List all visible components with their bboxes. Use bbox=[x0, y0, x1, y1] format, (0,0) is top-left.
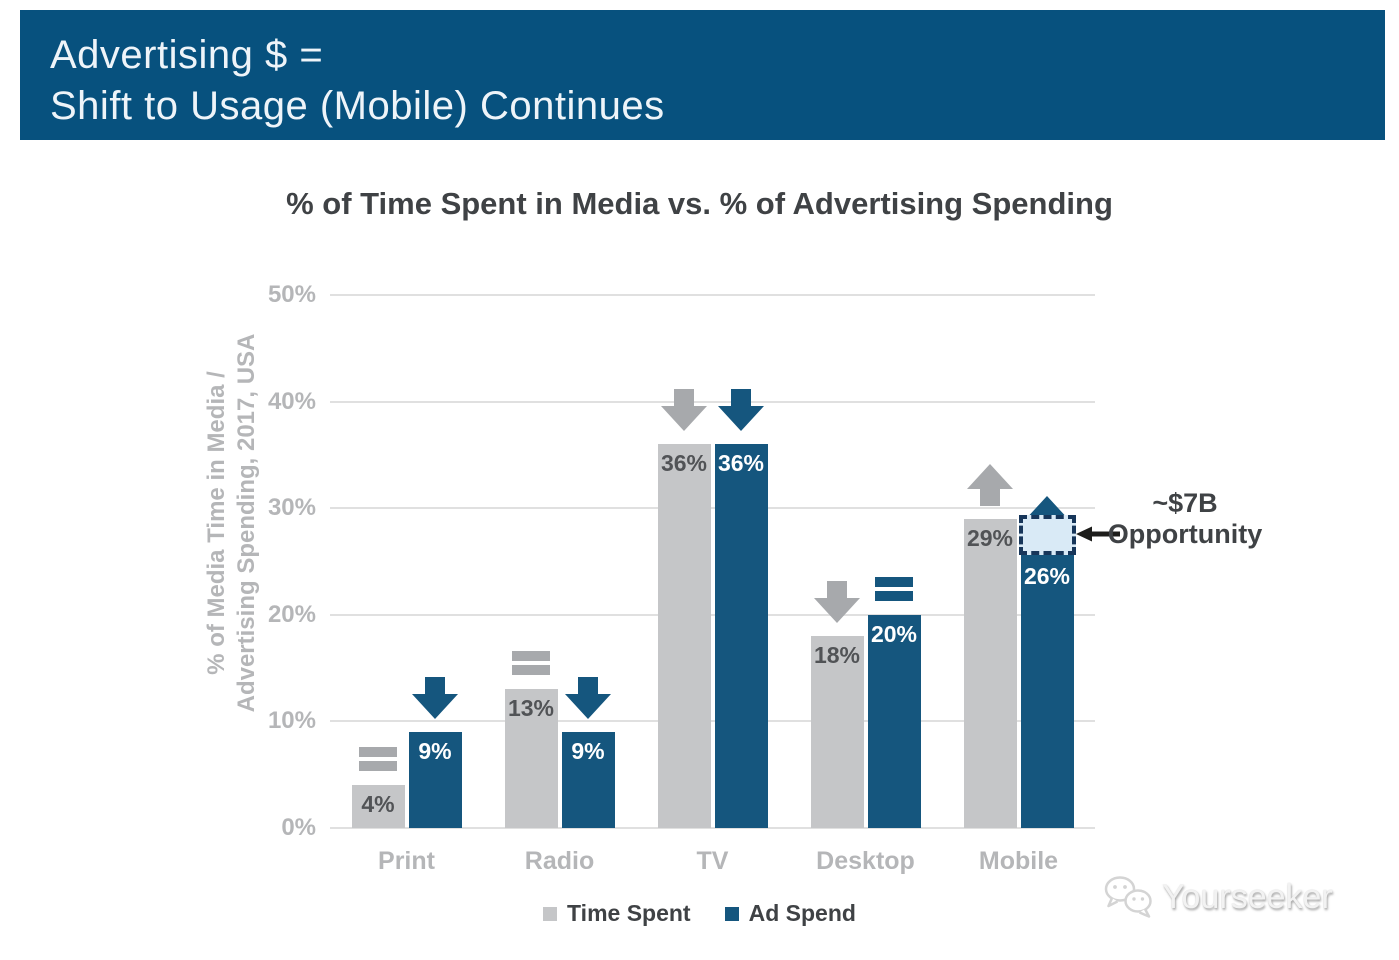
bar-value-label: 18% bbox=[813, 642, 861, 669]
gridline bbox=[330, 720, 1095, 723]
annotation-group: ~$7B Opportunity bbox=[1074, 488, 1294, 598]
plot-area: ~$7B Opportunity 0% 10% 20% 30% 40% 50% 4% 9% Pr… bbox=[268, 281, 1262, 875]
trend-down-icon bbox=[661, 389, 707, 436]
y-tick-label: 0% bbox=[281, 814, 316, 841]
legend-item-time-spent: Time Spent bbox=[543, 900, 691, 927]
trend-down-icon bbox=[412, 677, 458, 724]
bar-radio-time-spent: 13% bbox=[504, 689, 558, 828]
y-tick-label: 50% bbox=[267, 281, 316, 308]
gridline bbox=[330, 827, 1095, 829]
bar-print-ad-spend: 9% bbox=[408, 732, 462, 828]
bar-tv-time-spent: 36% bbox=[657, 444, 711, 828]
watermark: Yourseeker bbox=[1102, 874, 1333, 920]
annotation-line1: ~$7B bbox=[1152, 488, 1218, 518]
x-category-label: Radio bbox=[524, 847, 595, 875]
trend-flat-icon bbox=[871, 576, 917, 607]
trend-down-icon bbox=[718, 389, 764, 436]
bar-value-label: 9% bbox=[418, 738, 452, 765]
gridline bbox=[330, 400, 1095, 403]
x-category-label: Desktop bbox=[816, 847, 915, 875]
chart-title: % of Time Spent in Media vs. % of Advert… bbox=[286, 186, 1113, 221]
trend-down-icon bbox=[565, 677, 611, 724]
legend-swatch-ad-spend-icon bbox=[724, 906, 739, 921]
legend-label-ad-spend: Ad Spend bbox=[748, 900, 856, 926]
bar-mobile-time-spent: 29% bbox=[963, 518, 1017, 828]
header-title-line1: Advertising $ = bbox=[50, 33, 324, 77]
x-category-label: Print bbox=[378, 847, 435, 875]
bar-mobile-ad-spend: 26% bbox=[1020, 550, 1074, 828]
annotation-arrow-icon bbox=[1076, 526, 1120, 542]
y-axis-label-line1: % of Media Time in Media / bbox=[203, 371, 230, 675]
bar-value-label: 36% bbox=[660, 450, 708, 477]
legend-swatch-time-spent-icon bbox=[543, 906, 558, 921]
annotation-text: ~$7B Opportunity bbox=[1100, 488, 1270, 550]
opportunity-box bbox=[1018, 514, 1076, 555]
bar-value-label: 26% bbox=[1023, 562, 1071, 589]
bar-radio-ad-spend: 9% bbox=[561, 732, 615, 828]
bar-value-label: 9% bbox=[571, 738, 605, 765]
y-tick-label: 30% bbox=[267, 494, 316, 522]
legend-label-time-spent: Time Spent bbox=[567, 900, 691, 926]
header-banner: Advertising $ = Shift to Usage (Mobile) … bbox=[20, 10, 1385, 140]
bar-value-label: 36% bbox=[717, 450, 765, 477]
gridline bbox=[330, 613, 1095, 616]
bar-value-label: 29% bbox=[966, 524, 1014, 551]
bar-print-time-spent: 4% bbox=[351, 785, 405, 828]
bar-value-label: 4% bbox=[361, 791, 395, 818]
bar-value-label: 13% bbox=[507, 695, 555, 722]
trend-flat-icon bbox=[508, 650, 554, 681]
bar-desktop-time-spent: 18% bbox=[810, 636, 864, 828]
watermark-text: Yourseeker bbox=[1162, 877, 1333, 916]
chart-legend: Time Spent Ad Spend bbox=[0, 900, 1399, 927]
legend-item-ad-spend: Ad Spend bbox=[724, 900, 856, 927]
y-tick-label: 40% bbox=[267, 387, 316, 415]
bar-tv-ad-spend: 36% bbox=[714, 444, 768, 828]
bar-desktop-ad-spend: 20% bbox=[867, 614, 921, 828]
header-title-line2: Shift to Usage (Mobile) Continues bbox=[50, 84, 665, 128]
trend-down-icon bbox=[814, 581, 860, 628]
x-category-label: TV bbox=[696, 847, 729, 875]
trend-flat-icon bbox=[355, 746, 401, 777]
y-tick-label: 10% bbox=[267, 707, 316, 735]
gridline bbox=[330, 294, 1095, 296]
annotation-line2: Opportunity bbox=[1107, 519, 1263, 549]
trend-up-icon bbox=[967, 463, 1013, 511]
wechat-icon bbox=[1104, 876, 1152, 918]
gridline bbox=[330, 507, 1095, 510]
y-tick-label: 20% bbox=[267, 600, 316, 628]
x-category-label: Mobile bbox=[978, 847, 1059, 875]
bar-value-label: 20% bbox=[870, 620, 918, 647]
